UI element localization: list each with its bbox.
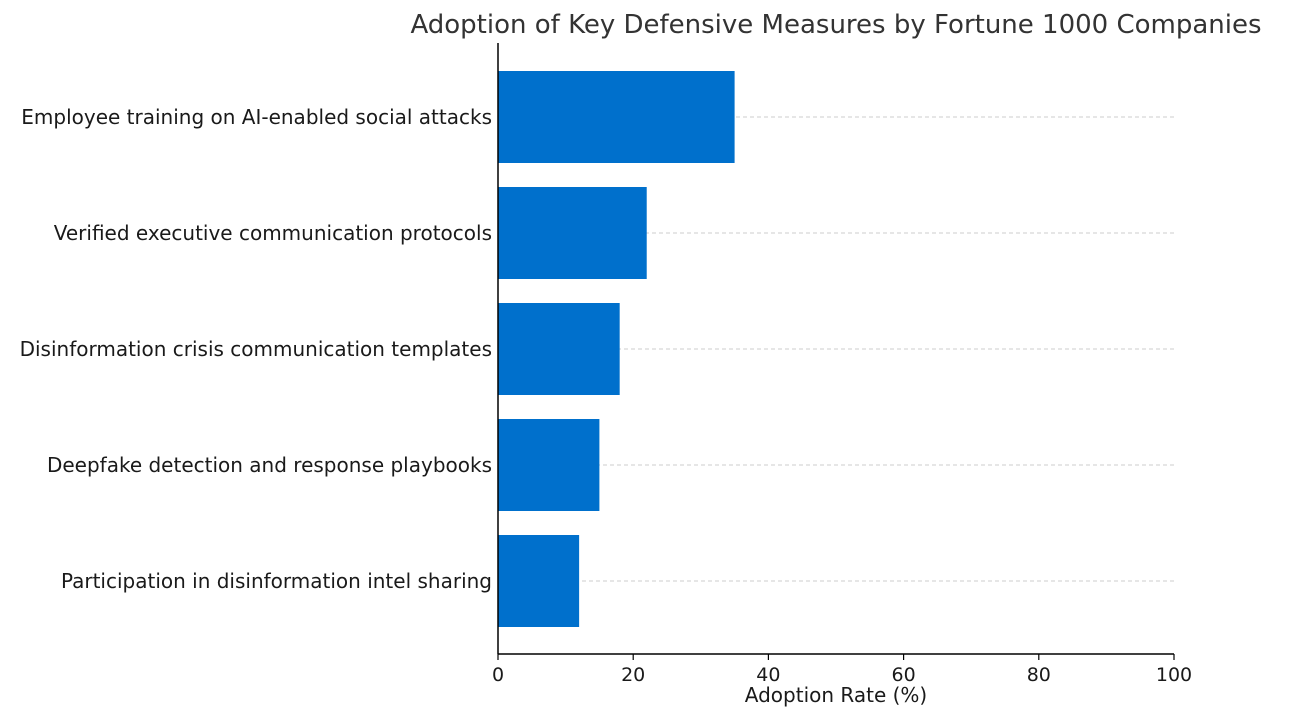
bar: [498, 303, 620, 395]
x-ticks: 0 20 40 60 80 100: [492, 654, 1192, 686]
x-axis-label: Adoption Rate (%): [745, 683, 927, 707]
x-tick-label: 60: [892, 664, 916, 686]
bar: [498, 71, 735, 163]
y-tick-label: Deepfake detection and response playbook…: [47, 453, 492, 477]
y-tick-label: Disinformation crisis communication temp…: [20, 337, 492, 361]
axes-layer: [497, 43, 1174, 655]
x-tick-label: 20: [621, 664, 645, 686]
x-tick-label: 100: [1156, 664, 1192, 686]
y-tick-label: Verified executive communication protoco…: [54, 221, 492, 245]
chart-title: Adoption of Key Defensive Measures by Fo…: [410, 10, 1261, 40]
x-tick-label: 40: [756, 664, 780, 686]
y-tick-label: Employee training on AI-enabled social a…: [21, 105, 492, 129]
y-tick-labels: Employee training on AI-enabled social a…: [20, 105, 492, 593]
x-tick-label: 80: [1027, 664, 1051, 686]
bars-layer: [498, 71, 735, 627]
bar: [498, 187, 647, 279]
x-tick-label: 0: [492, 664, 504, 686]
y-tick-label: Participation in disinformation intel sh…: [61, 569, 492, 593]
bar: [498, 419, 600, 511]
bar: [498, 535, 580, 627]
